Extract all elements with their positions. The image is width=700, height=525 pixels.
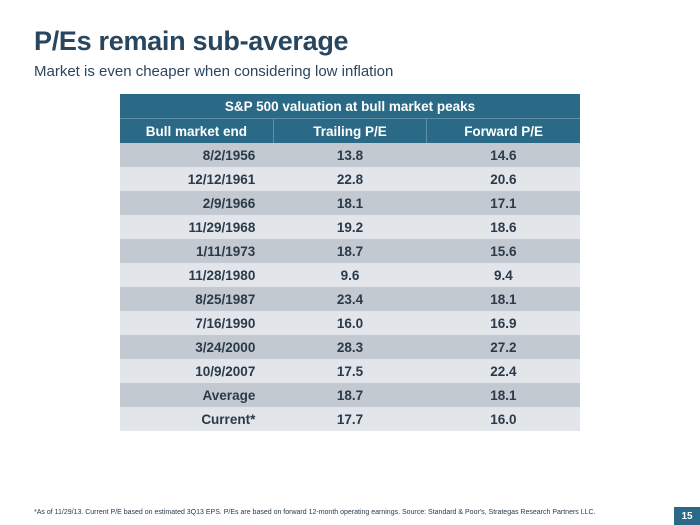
cell: 14.6 (427, 143, 580, 167)
cell: 19.2 (273, 215, 426, 239)
cell: 12/12/1961 (120, 167, 273, 191)
table-row: 10/9/200717.522.4 (120, 359, 580, 383)
table-row: 8/2/195613.814.6 (120, 143, 580, 167)
valuation-table: S&P 500 valuation at bull market peaks B… (120, 94, 580, 431)
cell: 18.6 (427, 215, 580, 239)
cell: 9.4 (427, 263, 580, 287)
cell: 15.6 (427, 239, 580, 263)
col-header: Trailing P/E (273, 119, 426, 144)
cell: 18.1 (273, 191, 426, 215)
cell: 11/29/1968 (120, 215, 273, 239)
cell: 16.9 (427, 311, 580, 335)
cell: 17.5 (273, 359, 426, 383)
cell: 16.0 (427, 407, 580, 431)
cell: 20.6 (427, 167, 580, 191)
table-caption: S&P 500 valuation at bull market peaks (120, 94, 580, 119)
cell: 11/28/1980 (120, 263, 273, 287)
cell: 17.1 (427, 191, 580, 215)
table-row: 3/24/200028.327.2 (120, 335, 580, 359)
cell: 22.4 (427, 359, 580, 383)
cell: 9.6 (273, 263, 426, 287)
cell: Current* (120, 407, 273, 431)
col-header: Bull market end (120, 119, 273, 144)
cell: 18.1 (427, 383, 580, 407)
cell: 18.7 (273, 239, 426, 263)
cell: 3/24/2000 (120, 335, 273, 359)
cell: 7/16/1990 (120, 311, 273, 335)
cell: 18.1 (427, 287, 580, 311)
cell: 23.4 (273, 287, 426, 311)
summary-row: Current*17.716.0 (120, 407, 580, 431)
slide-subtitle: Market is even cheaper when considering … (34, 63, 666, 80)
cell: 22.8 (273, 167, 426, 191)
cell: 18.7 (273, 383, 426, 407)
cell: 10/9/2007 (120, 359, 273, 383)
cell: 1/11/1973 (120, 239, 273, 263)
cell: 28.3 (273, 335, 426, 359)
table-row: 7/16/199016.016.9 (120, 311, 580, 335)
cell: 8/25/1987 (120, 287, 273, 311)
table-row: 11/29/196819.218.6 (120, 215, 580, 239)
cell: 2/9/1966 (120, 191, 273, 215)
table-row: 8/25/198723.418.1 (120, 287, 580, 311)
table-row: 1/11/197318.715.6 (120, 239, 580, 263)
cell: 8/2/1956 (120, 143, 273, 167)
summary-row: Average18.718.1 (120, 383, 580, 407)
cell: 27.2 (427, 335, 580, 359)
cell: Average (120, 383, 273, 407)
table-row: 12/12/196122.820.6 (120, 167, 580, 191)
table-row: 11/28/19809.69.4 (120, 263, 580, 287)
cell: 16.0 (273, 311, 426, 335)
col-header: Forward P/E (427, 119, 580, 144)
cell: 17.7 (273, 407, 426, 431)
page-number: 15 (674, 507, 700, 525)
slide-title: P/Es remain sub-average (34, 26, 666, 57)
cell: 13.8 (273, 143, 426, 167)
table-row: 2/9/196618.117.1 (120, 191, 580, 215)
footnote: *As of 11/29/13. Current P/E based on es… (34, 509, 640, 517)
